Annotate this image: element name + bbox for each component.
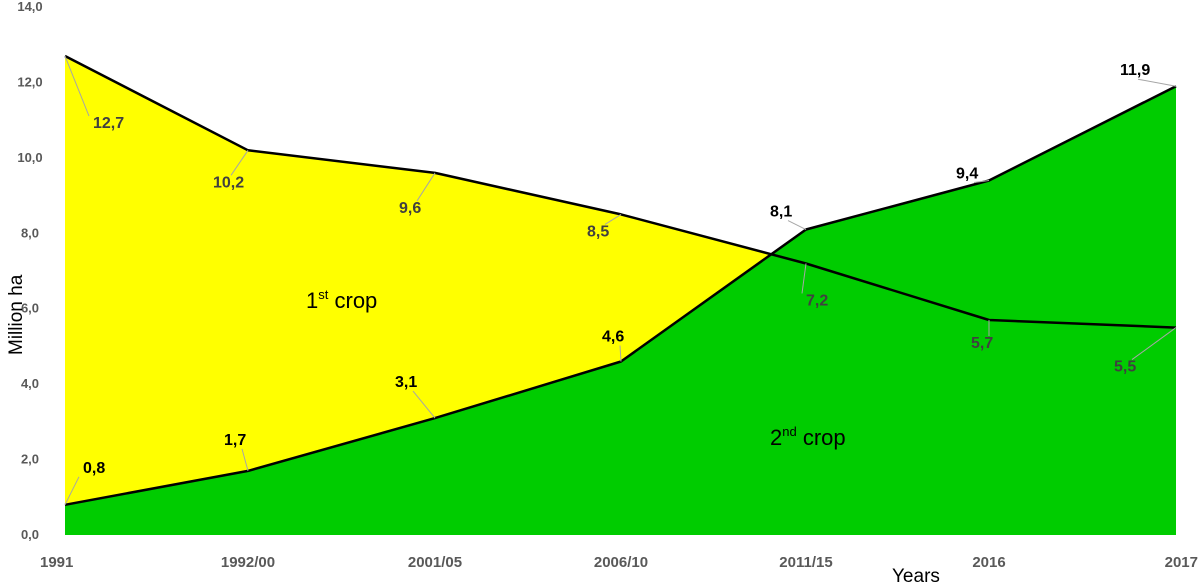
y-tick-label: 14,0 — [17, 0, 42, 14]
second-crop-label-base: 2 — [770, 425, 782, 450]
first-crop-label-sup: st — [318, 287, 329, 302]
second-crop-data-label: 11,9 — [1120, 62, 1150, 79]
x-axis-ticks: 1991 1992/00 2001/05 2006/10 2011/15 2016 2017 — [40, 554, 1198, 571]
second-crop-label-text: crop — [797, 425, 846, 450]
first-crop-data-label: 5,5 — [1114, 359, 1136, 376]
x-tick-label: 2001/05 — [408, 554, 462, 571]
second-crop-area — [65, 86, 1176, 535]
y-axis-title: Million ha — [6, 274, 27, 355]
y-tick-label: 0,0 — [21, 527, 39, 542]
y-tick-label: 6,0 — [21, 301, 39, 316]
first-crop-data-label: 9,6 — [399, 200, 421, 217]
y-tick-label: 8,0 — [21, 225, 39, 240]
first-crop-leader-line — [416, 172, 436, 202]
first-crop-leader-line — [604, 214, 622, 225]
second-crop-data-label: 0,8 — [83, 460, 105, 477]
second-crop-area-group — [65, 86, 1176, 535]
second-crop-data-label: 9,4 — [956, 165, 978, 182]
y-tick-label: 10,0 — [17, 150, 42, 165]
first-crop-line — [64, 54, 1177, 329]
first-crop-data-label: 10,2 — [213, 174, 244, 191]
data-labels: 12,7 10,2 9,6 8,5 7,2 5,7 5,5 0,8 1,7 3,1 4,6 8,1 9,… — [83, 62, 1150, 477]
second-crop-data-label: 1,7 — [224, 432, 246, 449]
x-tick-label: 2011/15 — [779, 554, 832, 571]
x-tick-label: 2016 — [972, 554, 1005, 571]
first-crop-data-label: 7,2 — [806, 292, 828, 309]
second-crop-data-label: 4,6 — [602, 329, 624, 346]
x-tick-label: 2006/10 — [594, 554, 648, 571]
second-crop-leader-line — [64, 476, 80, 506]
x-tick-label: 2017 — [1165, 554, 1198, 571]
first-crop-leader-line — [801, 263, 807, 294]
second-crop-leader-line — [973, 179, 990, 183]
second-crop-leader-line — [412, 390, 436, 419]
first-crop-data-label: 12,7 — [93, 115, 124, 132]
y-axis-ticks: 0,0 2,0 4,0 6,0 8,0 10,0 12,0 14,0 — [17, 0, 42, 542]
second-crop-leader-line — [787, 220, 807, 230]
second-crop-leader-line — [1137, 78, 1177, 87]
y-tick-label: 2,0 — [21, 452, 39, 467]
x-axis-title: Years — [892, 566, 940, 586]
y-tick-label: 4,0 — [21, 376, 39, 391]
second-crop-region-label: 2nd crop — [770, 424, 846, 450]
second-crop-label-sup: nd — [782, 424, 796, 439]
first-crop-leader-line — [64, 55, 90, 117]
first-crop-label-text: crop — [328, 288, 377, 313]
second-crop-leader-line — [241, 448, 249, 472]
first-crop-data-label: 5,7 — [971, 335, 993, 352]
first-crop-leader-line — [1131, 327, 1177, 360]
x-tick-label: 1991 — [40, 554, 73, 571]
first-crop-data-label: 8,5 — [587, 223, 609, 240]
label-leader-lines — [64, 55, 1177, 506]
second-crop-data-label: 3,1 — [395, 374, 417, 391]
second-crop-data-label: 8,1 — [770, 204, 792, 221]
x-tick-label: 1992/00 — [221, 554, 275, 571]
first-crop-region-label: 1st crop — [306, 287, 377, 313]
y-tick-label: 12,0 — [17, 74, 42, 89]
first-crop-label-base: 1 — [306, 288, 318, 313]
second-crop-leader-line — [619, 345, 622, 362]
first-crop-leader-line — [230, 150, 249, 176]
